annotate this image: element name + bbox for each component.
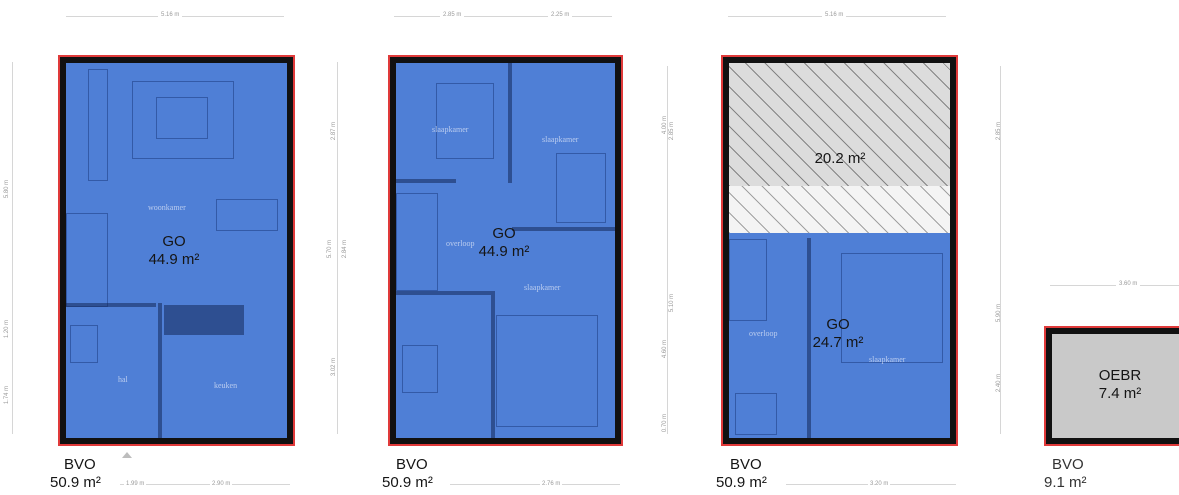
right-dimension: 2.84 m xyxy=(342,239,349,259)
bvo-label: BVO xyxy=(64,456,96,473)
area-value: 7.4 m² xyxy=(1098,385,1142,402)
room-label: overloop xyxy=(446,239,475,248)
interior-wall xyxy=(807,238,811,438)
area-code: GO xyxy=(826,316,850,333)
usable-area-overlay: slaapkamer slaapkamer overloop slaapkame… xyxy=(396,63,615,438)
area-code: GO xyxy=(492,225,516,242)
left-dimension: 1.20 m xyxy=(4,319,11,339)
interior-wall xyxy=(508,63,512,183)
left-dimension-line xyxy=(12,62,13,434)
stairs xyxy=(66,213,108,307)
bvo-value: 9.1 m² xyxy=(1044,474,1087,491)
right-dimension: 5.10 m xyxy=(669,293,676,313)
area-value: 44.9 m² xyxy=(148,251,200,268)
usable-area-overlay: overloop slaapkamer xyxy=(729,63,950,438)
bvo-label: BVO xyxy=(396,456,428,473)
top-dimension: 2.85 m xyxy=(440,12,465,18)
closet xyxy=(735,393,777,435)
area-label: GO 44.9 m² xyxy=(134,233,214,269)
area-label: GO 24.7 m² xyxy=(798,316,878,352)
bed xyxy=(841,253,943,363)
right-dimension-line xyxy=(337,62,338,434)
stairs xyxy=(396,193,438,291)
low-height-area-hatch xyxy=(729,63,950,186)
interior-wall xyxy=(66,303,156,307)
right-dimension: 3.02 m xyxy=(331,357,338,377)
room-label: woonkamer xyxy=(148,203,186,212)
right-dimension: 0.70 m xyxy=(662,413,669,433)
hatch-area-label: 20.2 m² xyxy=(814,150,866,167)
room-label: hal xyxy=(118,375,128,384)
right-dimension: 4.00 m xyxy=(662,115,669,135)
right-dimension-line xyxy=(1000,66,1001,434)
floorplan-outline: overloop slaapkamer xyxy=(721,55,958,446)
room-label: slaapkamer xyxy=(542,135,579,144)
interior-wall xyxy=(396,179,456,183)
bottom-dimension-line xyxy=(120,484,290,485)
right-dimension: 4.60 m xyxy=(662,339,669,359)
area-code: OEBR xyxy=(1098,367,1142,384)
wardrobe xyxy=(556,153,606,223)
toilet xyxy=(70,325,98,363)
rug xyxy=(132,81,234,159)
interior-wall xyxy=(396,291,491,295)
bottom-dimension-line xyxy=(450,484,620,485)
bottom-dimension: 2.90 m xyxy=(210,481,233,487)
top-dimension: 2.25 m xyxy=(548,12,573,18)
bed xyxy=(436,83,494,159)
low-height-area-hatch xyxy=(729,186,950,233)
shed-area xyxy=(1052,334,1179,438)
right-dimension: 5.70 m xyxy=(327,239,334,259)
area-code: GO xyxy=(162,233,186,250)
bathtub xyxy=(402,345,438,393)
right-dimension: 2.87 m xyxy=(331,121,338,141)
floorplan-outline: slaapkamer slaapkamer overloop slaapkame… xyxy=(388,55,623,446)
shed-outline xyxy=(1044,326,1179,446)
left-dimension: 1.74 m xyxy=(4,385,11,405)
sofa xyxy=(88,69,108,181)
interior-wall xyxy=(158,303,162,438)
entrance-arrow-icon xyxy=(122,452,132,458)
room-label: overloop xyxy=(749,329,778,338)
interior-wall xyxy=(491,291,495,438)
stairs xyxy=(729,239,767,321)
interior-wall xyxy=(512,227,615,231)
bvo-label: BVO xyxy=(730,456,762,473)
top-dimension-line xyxy=(1050,285,1179,286)
usable-area-overlay: woonkamer hal keuken xyxy=(66,63,287,438)
top-dimension-line xyxy=(394,16,612,17)
dining-table xyxy=(216,199,278,231)
coffee-table xyxy=(156,97,208,139)
room-label: slaapkamer xyxy=(524,283,561,292)
top-dimension: 5.16 m xyxy=(822,12,847,18)
bed xyxy=(496,315,598,427)
room-label: keuken xyxy=(214,381,238,390)
right-dimension: 2.85 m xyxy=(996,121,1003,141)
bottom-dimension: 3.20 m xyxy=(868,481,891,487)
top-dimension: 5.16 m xyxy=(158,12,183,18)
area-value: 24.7 m² xyxy=(812,334,864,351)
area-label: GO 44.9 m² xyxy=(464,225,544,261)
room-label: slaapkamer xyxy=(432,125,469,134)
left-dimension: 5.80 m xyxy=(4,179,11,199)
floorplan-outline: woonkamer hal keuken xyxy=(58,55,295,446)
bvo-value: 50.9 m² xyxy=(50,474,101,491)
bvo-value: 50.9 m² xyxy=(382,474,433,491)
bvo-value: 50.9 m² xyxy=(716,474,767,491)
kitchen-counter xyxy=(164,305,244,335)
room-label: slaapkamer xyxy=(869,355,906,364)
right-dimension: 2.40 m xyxy=(996,373,1003,393)
bottom-dimension: 2.76 m xyxy=(540,481,563,487)
area-label: OEBR 7.4 m² xyxy=(1080,367,1160,403)
right-dimension-line xyxy=(667,66,668,434)
area-value: 44.9 m² xyxy=(478,243,530,260)
right-dimension: 2.85 m xyxy=(669,121,676,141)
right-dimension: 5.90 m xyxy=(996,303,1003,323)
bottom-dimension: 1.99 m xyxy=(124,481,147,487)
bvo-label: BVO xyxy=(1052,456,1084,473)
top-dimension: 3.60 m xyxy=(1116,281,1141,287)
